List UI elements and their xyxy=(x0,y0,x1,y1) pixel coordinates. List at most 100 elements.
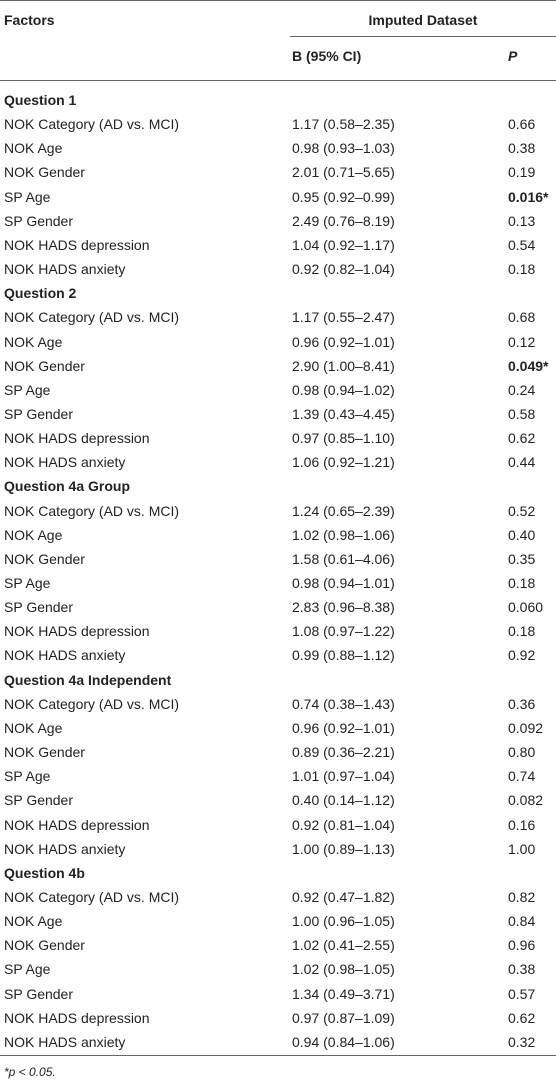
p-value: 0.082 xyxy=(508,792,544,809)
factor: SP Gender xyxy=(4,792,74,809)
p-value: 0.38 xyxy=(508,140,536,157)
b-value: 1.24 (0.65–2.39) xyxy=(292,502,395,519)
p-value: 0.62 xyxy=(508,430,536,447)
b-value: 0.98 (0.93–1.03) xyxy=(292,140,395,157)
p-value: 0.092 xyxy=(508,719,544,736)
p-value: 0.32 xyxy=(508,1033,536,1050)
section-title: Question 1 xyxy=(4,92,77,108)
p-value: 0.016* xyxy=(508,188,549,205)
factor: NOK Age xyxy=(4,913,63,930)
p-value: 0.38 xyxy=(508,961,536,978)
b-value: 0.95 (0.92–0.99) xyxy=(292,188,395,205)
p-value: 0.060 xyxy=(508,599,544,616)
factor: NOK HADS depression xyxy=(4,623,150,640)
p-value: 0.66 xyxy=(508,116,536,133)
p-value: 0.18 xyxy=(508,623,536,640)
factor: SP Age xyxy=(4,575,51,591)
group-rule xyxy=(290,36,556,37)
b-value: 1.34 (0.49–3.71) xyxy=(292,985,395,1002)
p-value: 0.80 xyxy=(508,744,536,761)
b-value: 1.02 (0.41–2.55) xyxy=(292,937,395,954)
b-value: 0.92 (0.47–1.82) xyxy=(292,888,395,905)
p-value: 0.74 xyxy=(508,768,536,785)
factor: NOK Gender xyxy=(4,357,85,374)
section-title: Question 2 xyxy=(4,285,77,302)
p-value: 0.40 xyxy=(508,526,536,543)
p-value: 0.44 xyxy=(508,454,536,471)
b-value: 0.99 (0.88–1.12) xyxy=(292,647,395,664)
b-value: 0.96 (0.92–1.01) xyxy=(292,333,395,350)
factor: SP Age xyxy=(4,768,51,785)
b-value: 1.01 (0.97–1.04) xyxy=(292,768,395,785)
header-group: Imputed Dataset xyxy=(368,12,478,28)
factor: NOK HADS depression xyxy=(4,430,150,447)
b-value: 0.98 (0.94–1.02) xyxy=(292,381,395,398)
p-value: 0.24 xyxy=(508,381,536,398)
p-value: 0.16 xyxy=(508,816,536,833)
b-value: 2.49 (0.76–8.19) xyxy=(292,212,395,229)
p-value: 0.84 xyxy=(508,913,536,930)
factor: SP Gender xyxy=(4,599,74,616)
b-value: 0.94 (0.84–1.06) xyxy=(292,1033,395,1050)
factor: NOK Gender xyxy=(4,937,85,954)
b-value: 1.17 (0.55–2.47) xyxy=(292,309,395,326)
b-value: 0.92 (0.81–1.04) xyxy=(292,816,395,833)
b-value: 1.02 (0.98–1.06) xyxy=(292,526,395,543)
section-title: Question 4a Independent xyxy=(4,671,172,688)
b-value: 2.90 (1.00–8.41) xyxy=(292,357,395,374)
p-value: 1.00 xyxy=(508,840,536,857)
b-value: 1.04 (0.92–1.17) xyxy=(292,236,395,253)
factor: NOK HADS anxiety xyxy=(4,261,126,278)
header-rule xyxy=(0,80,556,81)
section-title: Question 4a Group xyxy=(4,478,131,495)
p-value: 0.36 xyxy=(508,695,536,712)
factor: SP Gender xyxy=(4,212,74,229)
factor: NOK Gender xyxy=(4,744,85,761)
top-rule xyxy=(0,0,556,1)
p-value: 0.68 xyxy=(508,309,536,326)
factor: NOK HADS depression xyxy=(4,1009,150,1026)
factor: NOK Age xyxy=(4,526,63,543)
factor: NOK HADS anxiety xyxy=(4,647,126,664)
header-b: B (95% CI) xyxy=(292,48,362,64)
factor: NOK Age xyxy=(4,719,63,736)
factor: SP Age xyxy=(4,381,51,398)
factor: NOK HADS depression xyxy=(4,236,150,253)
b-value: 2.83 (0.96–8.38) xyxy=(292,599,395,616)
footnote: *p < 0.05. xyxy=(4,1065,56,1079)
p-value: 0.52 xyxy=(508,502,536,519)
b-value: 1.00 (0.96–1.05) xyxy=(292,913,395,930)
p-value: 0.12 xyxy=(508,333,536,350)
p-value: 0.57 xyxy=(508,985,536,1002)
p-value: 0.13 xyxy=(508,212,536,229)
b-value: 0.89 (0.36–2.21) xyxy=(292,744,395,761)
factor: NOK Category (AD vs. MCI) xyxy=(4,116,180,133)
header-p: P xyxy=(508,48,518,64)
p-value: 0.54 xyxy=(508,236,536,253)
factor: NOK Gender xyxy=(4,550,85,567)
p-value: 0.18 xyxy=(508,261,536,278)
b-value: 0.74 (0.38–1.43) xyxy=(292,695,395,712)
factor: NOK Category (AD vs. MCI) xyxy=(4,309,180,326)
p-value: 0.049* xyxy=(508,357,549,374)
b-value: 1.58 (0.61–4.06) xyxy=(292,550,395,567)
factor: NOK HADS anxiety xyxy=(4,840,126,857)
p-value: 0.18 xyxy=(508,575,536,591)
factor: NOK Category (AD vs. MCI) xyxy=(4,695,180,712)
factor: NOK HADS anxiety xyxy=(4,1033,126,1050)
p-value: 0.58 xyxy=(508,405,536,422)
p-value: 0.96 xyxy=(508,937,536,954)
factor: SP Age xyxy=(4,188,51,205)
factor: NOK Category (AD vs. MCI) xyxy=(4,888,180,905)
bottom-rule xyxy=(0,1055,556,1056)
b-value: 0.98 (0.94–1.01) xyxy=(292,575,395,591)
b-value: 1.00 (0.89–1.13) xyxy=(292,840,395,857)
p-value: 0.82 xyxy=(508,888,536,905)
factor: SP Gender xyxy=(4,985,74,1002)
b-value: 1.08 (0.97–1.22) xyxy=(292,623,395,640)
p-value: 0.35 xyxy=(508,550,536,567)
factor: NOK HADS depression xyxy=(4,816,150,833)
p-value: 0.19 xyxy=(508,164,536,181)
b-value: 0.92 (0.82–1.04) xyxy=(292,261,395,278)
